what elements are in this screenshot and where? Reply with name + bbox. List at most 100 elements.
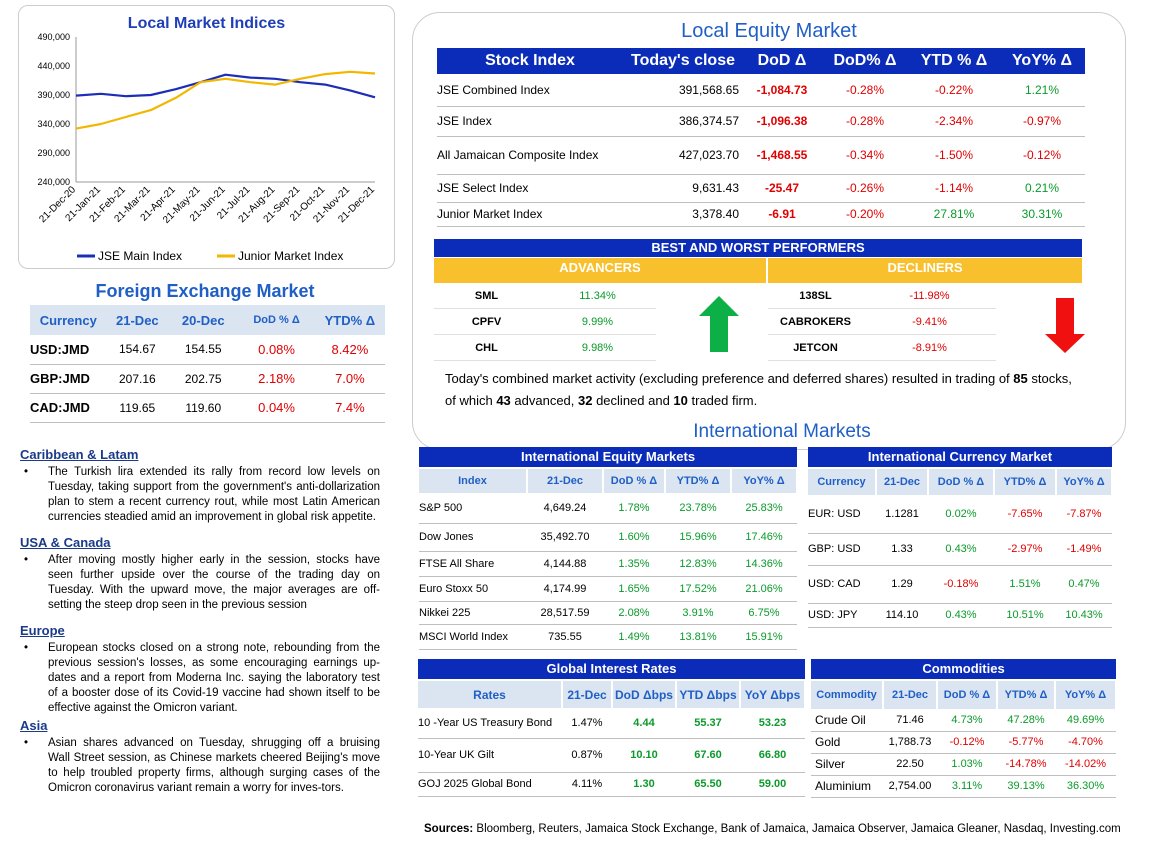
fx-cell: 154.55 [168, 335, 239, 365]
advancers-header: ADVANCERS [434, 258, 766, 283]
equity-cell: 391,568.65 [623, 74, 743, 107]
rates-label: GOJ 2025 Global Bond [418, 772, 562, 797]
equity-index-name: JSE Select Index [437, 174, 623, 203]
intl-equity-cell: 28,517.59 [527, 601, 603, 625]
intl-equity-cell: 1.60% [603, 523, 665, 552]
rates-cell: 4.44 [612, 708, 676, 739]
news-text: Asian shares advanced on Tuesday, shrugg… [20, 736, 380, 796]
commodities-header-row: Commodity 21-Dec DoD % Δ YTD% Δ YoY% Δ [811, 681, 1117, 709]
rates-cell: 1.47% [562, 708, 612, 739]
commodities-cell: 49.69% [1055, 709, 1116, 732]
intl-currency-title: International Currency Market [808, 447, 1112, 467]
sources-line: Sources: Bloomberg, Reuters, Jamaica Sto… [424, 823, 1144, 835]
fx-header-cell: 20-Dec [181, 312, 225, 328]
equity-header-cell: Today's close [631, 52, 735, 69]
equity-index-name: Junior Market Index [437, 202, 623, 227]
equity-header-cell: DoD Δ [757, 52, 807, 69]
intl-equity-row: S&P 500 4,649.24 1.78% 23.78% 25.83% [419, 493, 797, 524]
equity-cell: -0.12% [999, 136, 1085, 175]
equity-header-cell: YoY% Δ [1011, 52, 1073, 69]
intl-equity-grid: Index 21-Dec DoD % Δ YTD% Δ YoY% Δ S&P 500 4,6… [419, 469, 798, 650]
commodities-label: Aluminium [811, 775, 883, 798]
intl-equity-row: FTSE All Share 4,144.88 1.35% 12.83% 14.36% [419, 551, 797, 577]
intl-equity-header-row: Index 21-Dec DoD % Δ YTD% Δ YoY% Δ [419, 469, 798, 493]
equity-header-cell: Stock Index [485, 52, 575, 69]
commodities-grid: Commodity 21-Dec DoD % Δ YTD% Δ YoY% Δ Crude … [811, 681, 1117, 798]
commodities-cell: 3.11% [937, 775, 997, 798]
commodities-cell: -0.12% [937, 731, 997, 754]
commodities-cell: 39.13% [997, 775, 1055, 798]
equity-cell: -2.34% [909, 106, 999, 137]
decliners-change: -11.98% [909, 289, 950, 302]
y-tick-label: 340,000 [37, 119, 70, 129]
equity-cell: 0.21% [999, 174, 1085, 203]
rates-header-cell: DoD Δbps [612, 681, 677, 708]
summary-text: declined and [592, 393, 674, 408]
intl-equity-cell: 21.06% [731, 576, 797, 602]
equity-cell: -0.28% [821, 106, 909, 137]
fx-title: Foreign Exchange Market [95, 281, 315, 301]
advancers-change: 11.34% [579, 289, 616, 302]
news-heading: Asia [20, 718, 48, 733]
equity-table: Stock Index Today's close DoD Δ DoD% Δ Y… [437, 48, 1085, 227]
down-arrow-icon [1045, 298, 1085, 353]
sources-text: Bloomberg, Reuters, Jamaica Stock Exchan… [473, 823, 1121, 835]
fx-currency: CAD:JMD [30, 393, 107, 423]
commodities-row: Crude Oil 71.46 4.73% 47.28% 49.69% [811, 709, 1116, 732]
commodities-row: Silver 22.50 1.03% -14.78% -14.02% [811, 753, 1116, 776]
intl-equity-header-cell: Index [419, 469, 528, 493]
equity-cell: -0.28% [821, 74, 909, 107]
intl-equity-cell: 15.96% [665, 523, 731, 552]
equity-header-row: Stock Index Today's close DoD Δ DoD% Δ Y… [437, 48, 1085, 74]
intl-equity-cell: 35,492.70 [527, 523, 603, 552]
fx-table: Currency 21-Dec 20-Dec DoD % Δ YTD% Δ US… [30, 305, 385, 423]
summary-text: advanced, [510, 393, 578, 408]
intl-currency-header-cell: YoY% Δ [1056, 469, 1113, 495]
equity-cell: 427,023.70 [623, 136, 743, 175]
intl-equity-label: Nikkei 225 [419, 601, 527, 625]
commodities-header-cell: YoY% Δ [1055, 681, 1117, 709]
intl-currency-cell: 1.51% [994, 565, 1056, 604]
intl-equity-label: Euro Stoxx 50 [419, 576, 527, 602]
decliners-ticker: 138SL [799, 289, 832, 302]
commodities-title: Commodities [811, 659, 1116, 679]
intl-equity-cell: 17.52% [665, 576, 731, 602]
commodities-cell: 47.28% [997, 709, 1055, 732]
advancers-row: CPFV 9.99% [434, 309, 656, 335]
equity-cell: -0.20% [821, 202, 909, 227]
equity-cell: 30.31% [999, 202, 1085, 227]
fx-cell: 154.67 [106, 335, 169, 365]
intl-currency-row: USD: JPY 114.10 0.43% 10.51% 10.43% [808, 603, 1112, 628]
fx-cell: 7.4% [314, 393, 385, 423]
fx-header-cell: YTD% Δ [324, 312, 376, 328]
intl-equity-header-cell: YTD% Δ [665, 469, 732, 493]
intl-currency-header-cell: 21-Dec [876, 469, 929, 495]
intl-currency-label: USD: JPY [808, 603, 876, 628]
intl-equity-cell: 4,144.88 [527, 551, 603, 577]
intl-currency-label: EUR: USD [808, 495, 876, 534]
rates-cell: 59.00 [740, 772, 805, 797]
y-tick-label: 240,000 [37, 177, 70, 187]
commodities-cell: 22.50 [883, 753, 937, 776]
intl-equity-header-cell: DoD % Δ [603, 469, 666, 493]
commodities-cell: -4.70% [1055, 731, 1116, 754]
rates-header-row: Rates 21-Dec DoD Δbps YTD Δbps YoY Δbps [418, 681, 806, 708]
sources-label: Sources: [424, 823, 474, 835]
summary-firm: 10 [673, 393, 688, 408]
equity-cell: -0.97% [999, 106, 1085, 137]
rates-cell: 66.80 [740, 738, 805, 773]
commodities-cell: 4.73% [937, 709, 997, 732]
equity-title: Local Equity Market [681, 20, 857, 42]
news-heading: Europe [20, 623, 65, 638]
intl-equity-cell: 4,174.99 [527, 576, 603, 602]
fx-cell: 7.0% [314, 364, 385, 394]
commodities-label: Silver [811, 753, 883, 776]
intl-currency-cell: 0.43% [928, 603, 994, 628]
news-item: Asia Asian shares advanced on Tuesday, s… [20, 718, 380, 796]
intl-equity-header-cell: 21-Dec [527, 469, 604, 493]
commodities-cell: 1.03% [937, 753, 997, 776]
fx-cell: 119.65 [106, 393, 169, 423]
fx-cell: 119.60 [168, 393, 239, 423]
news-item: USA & Canada After moving mostly higher … [20, 535, 380, 613]
news-text: The Turkish lira extended its rally from… [20, 465, 380, 525]
